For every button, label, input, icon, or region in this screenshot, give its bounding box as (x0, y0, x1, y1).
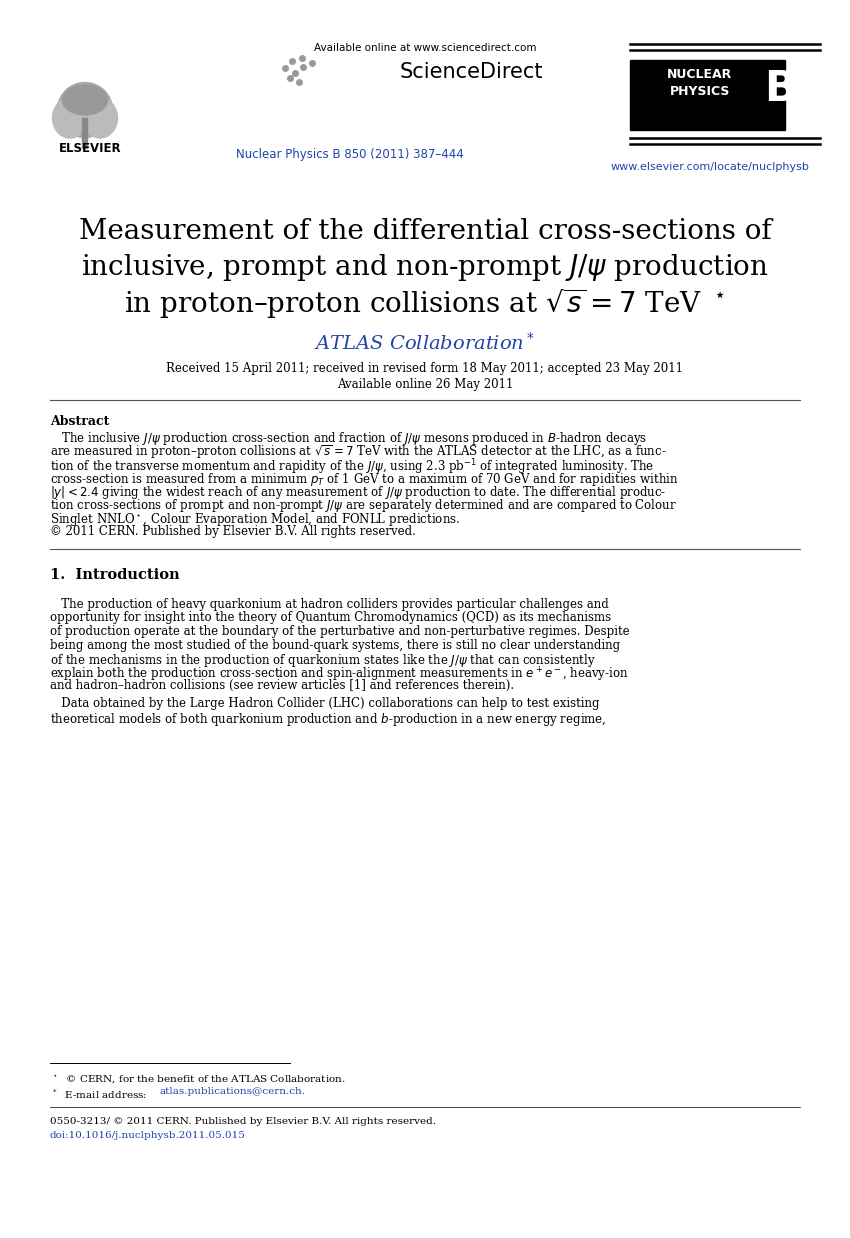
Bar (630, 59, 785, 130)
Text: of the mechanisms in the production of quarkonium states like the $J/\psi$ that : of the mechanisms in the production of q… (50, 652, 596, 669)
Bar (82, 118, 87, 149)
Ellipse shape (63, 85, 107, 115)
Text: © 2011 CERN. Published by Elsevier B.V. All rights reserved.: © 2011 CERN. Published by Elsevier B.V. … (50, 525, 416, 537)
Text: B: B (764, 68, 796, 110)
Text: opportunity for insight into the theory of Quantum Chromodynamics (QCD) as its m: opportunity for insight into the theory … (50, 612, 611, 624)
Text: $|y| < 2.4$ giving the widest reach of any measurement of $J/\psi$ production to: $|y| < 2.4$ giving the widest reach of a… (50, 484, 666, 501)
Text: Abstract: Abstract (50, 415, 110, 428)
Text: Data obtained by the Large Hadron Collider (LHC) collaborations can help to test: Data obtained by the Large Hadron Collid… (50, 697, 599, 711)
Ellipse shape (58, 83, 112, 137)
Text: Measurement of the differential cross-sections of: Measurement of the differential cross-se… (78, 218, 772, 245)
Text: cross-section is measured from a minimum $p_T$ of 1 GeV to a maximum of 70 GeV a: cross-section is measured from a minimum… (50, 470, 678, 488)
Text: Available online 26 May 2011: Available online 26 May 2011 (337, 378, 513, 391)
Text: atlas.publications@cern.ch.: atlas.publications@cern.ch. (160, 1087, 306, 1096)
Text: $^{\,*}$  E-mail address:: $^{\,*}$ E-mail address: (50, 1087, 149, 1101)
Text: Received 15 April 2011; received in revised form 18 May 2011; accepted 23 May 20: Received 15 April 2011; received in revi… (167, 361, 683, 375)
Text: inclusive, prompt and non-prompt $J/\psi$ production: inclusive, prompt and non-prompt $J/\psi… (81, 253, 769, 284)
Text: explain both the production cross-section and spin-alignment measurements in $e^: explain both the production cross-sectio… (50, 666, 629, 683)
Text: tion cross-sections of prompt and non-prompt $J/\psi$ are separately determined : tion cross-sections of prompt and non-pr… (50, 498, 677, 515)
Text: being among the most studied of the bound-quark systems, there is still no clear: being among the most studied of the boun… (50, 639, 620, 651)
Text: are measured in proton–proton collisions at $\sqrt{s} = 7$ TeV with the ATLAS de: are measured in proton–proton collisions… (50, 443, 666, 462)
Text: 1.  Introduction: 1. Introduction (50, 568, 179, 582)
Text: and hadron–hadron collisions (see review articles [1] and references therein).: and hadron–hadron collisions (see review… (50, 678, 514, 692)
Text: Available online at www.sciencedirect.com: Available online at www.sciencedirect.co… (314, 43, 536, 53)
Text: The production of heavy quarkonium at hadron colliders provides particular chall: The production of heavy quarkonium at ha… (50, 598, 609, 612)
Text: www.elsevier.com/locate/nuclphysb: www.elsevier.com/locate/nuclphysb (610, 162, 809, 172)
Text: Nuclear Physics B 850 (2011) 387–444: Nuclear Physics B 850 (2011) 387–444 (236, 149, 464, 161)
Text: doi:10.1016/j.nuclphysb.2011.05.015: doi:10.1016/j.nuclphysb.2011.05.015 (50, 1132, 246, 1140)
Text: The inclusive $J/\psi$ production cross-section and fraction of $J/\psi$ mesons : The inclusive $J/\psi$ production cross-… (50, 430, 647, 447)
Text: NUCLEAR
PHYSICS: NUCLEAR PHYSICS (667, 68, 733, 98)
Text: theoretical models of both quarkonium production and $b$-production in a new ene: theoretical models of both quarkonium pr… (50, 711, 607, 728)
Text: ELSEVIER: ELSEVIER (59, 142, 122, 155)
Ellipse shape (82, 98, 117, 137)
Text: tion of the transverse momentum and rapidity of the $J/\psi$, using 2.3 pb$^{-1}: tion of the transverse momentum and rapi… (50, 457, 654, 477)
Text: in proton–proton collisions at $\sqrt{s} = 7$ TeV $\,^{\star}$: in proton–proton collisions at $\sqrt{s}… (124, 286, 726, 321)
Text: Singlet NNLO$^\star$, Colour Evaporation Model, and FONLL predictions.: Singlet NNLO$^\star$, Colour Evaporation… (50, 511, 460, 527)
Ellipse shape (53, 98, 88, 137)
Text: ScienceDirect: ScienceDirect (400, 62, 543, 82)
Text: $^{\,\star}$  © CERN, for the benefit of the ATLAS Collaboration.: $^{\,\star}$ © CERN, for the benefit of … (50, 1073, 346, 1086)
Text: ATLAS Collaboration$\,^{*}$: ATLAS Collaboration$\,^{*}$ (314, 332, 536, 354)
Text: of production operate at the boundary of the perturbative and non-perturbative r: of production operate at the boundary of… (50, 625, 630, 638)
Text: 0550-3213/ © 2011 CERN. Published by Elsevier B.V. All rights reserved.: 0550-3213/ © 2011 CERN. Published by Els… (50, 1117, 436, 1127)
